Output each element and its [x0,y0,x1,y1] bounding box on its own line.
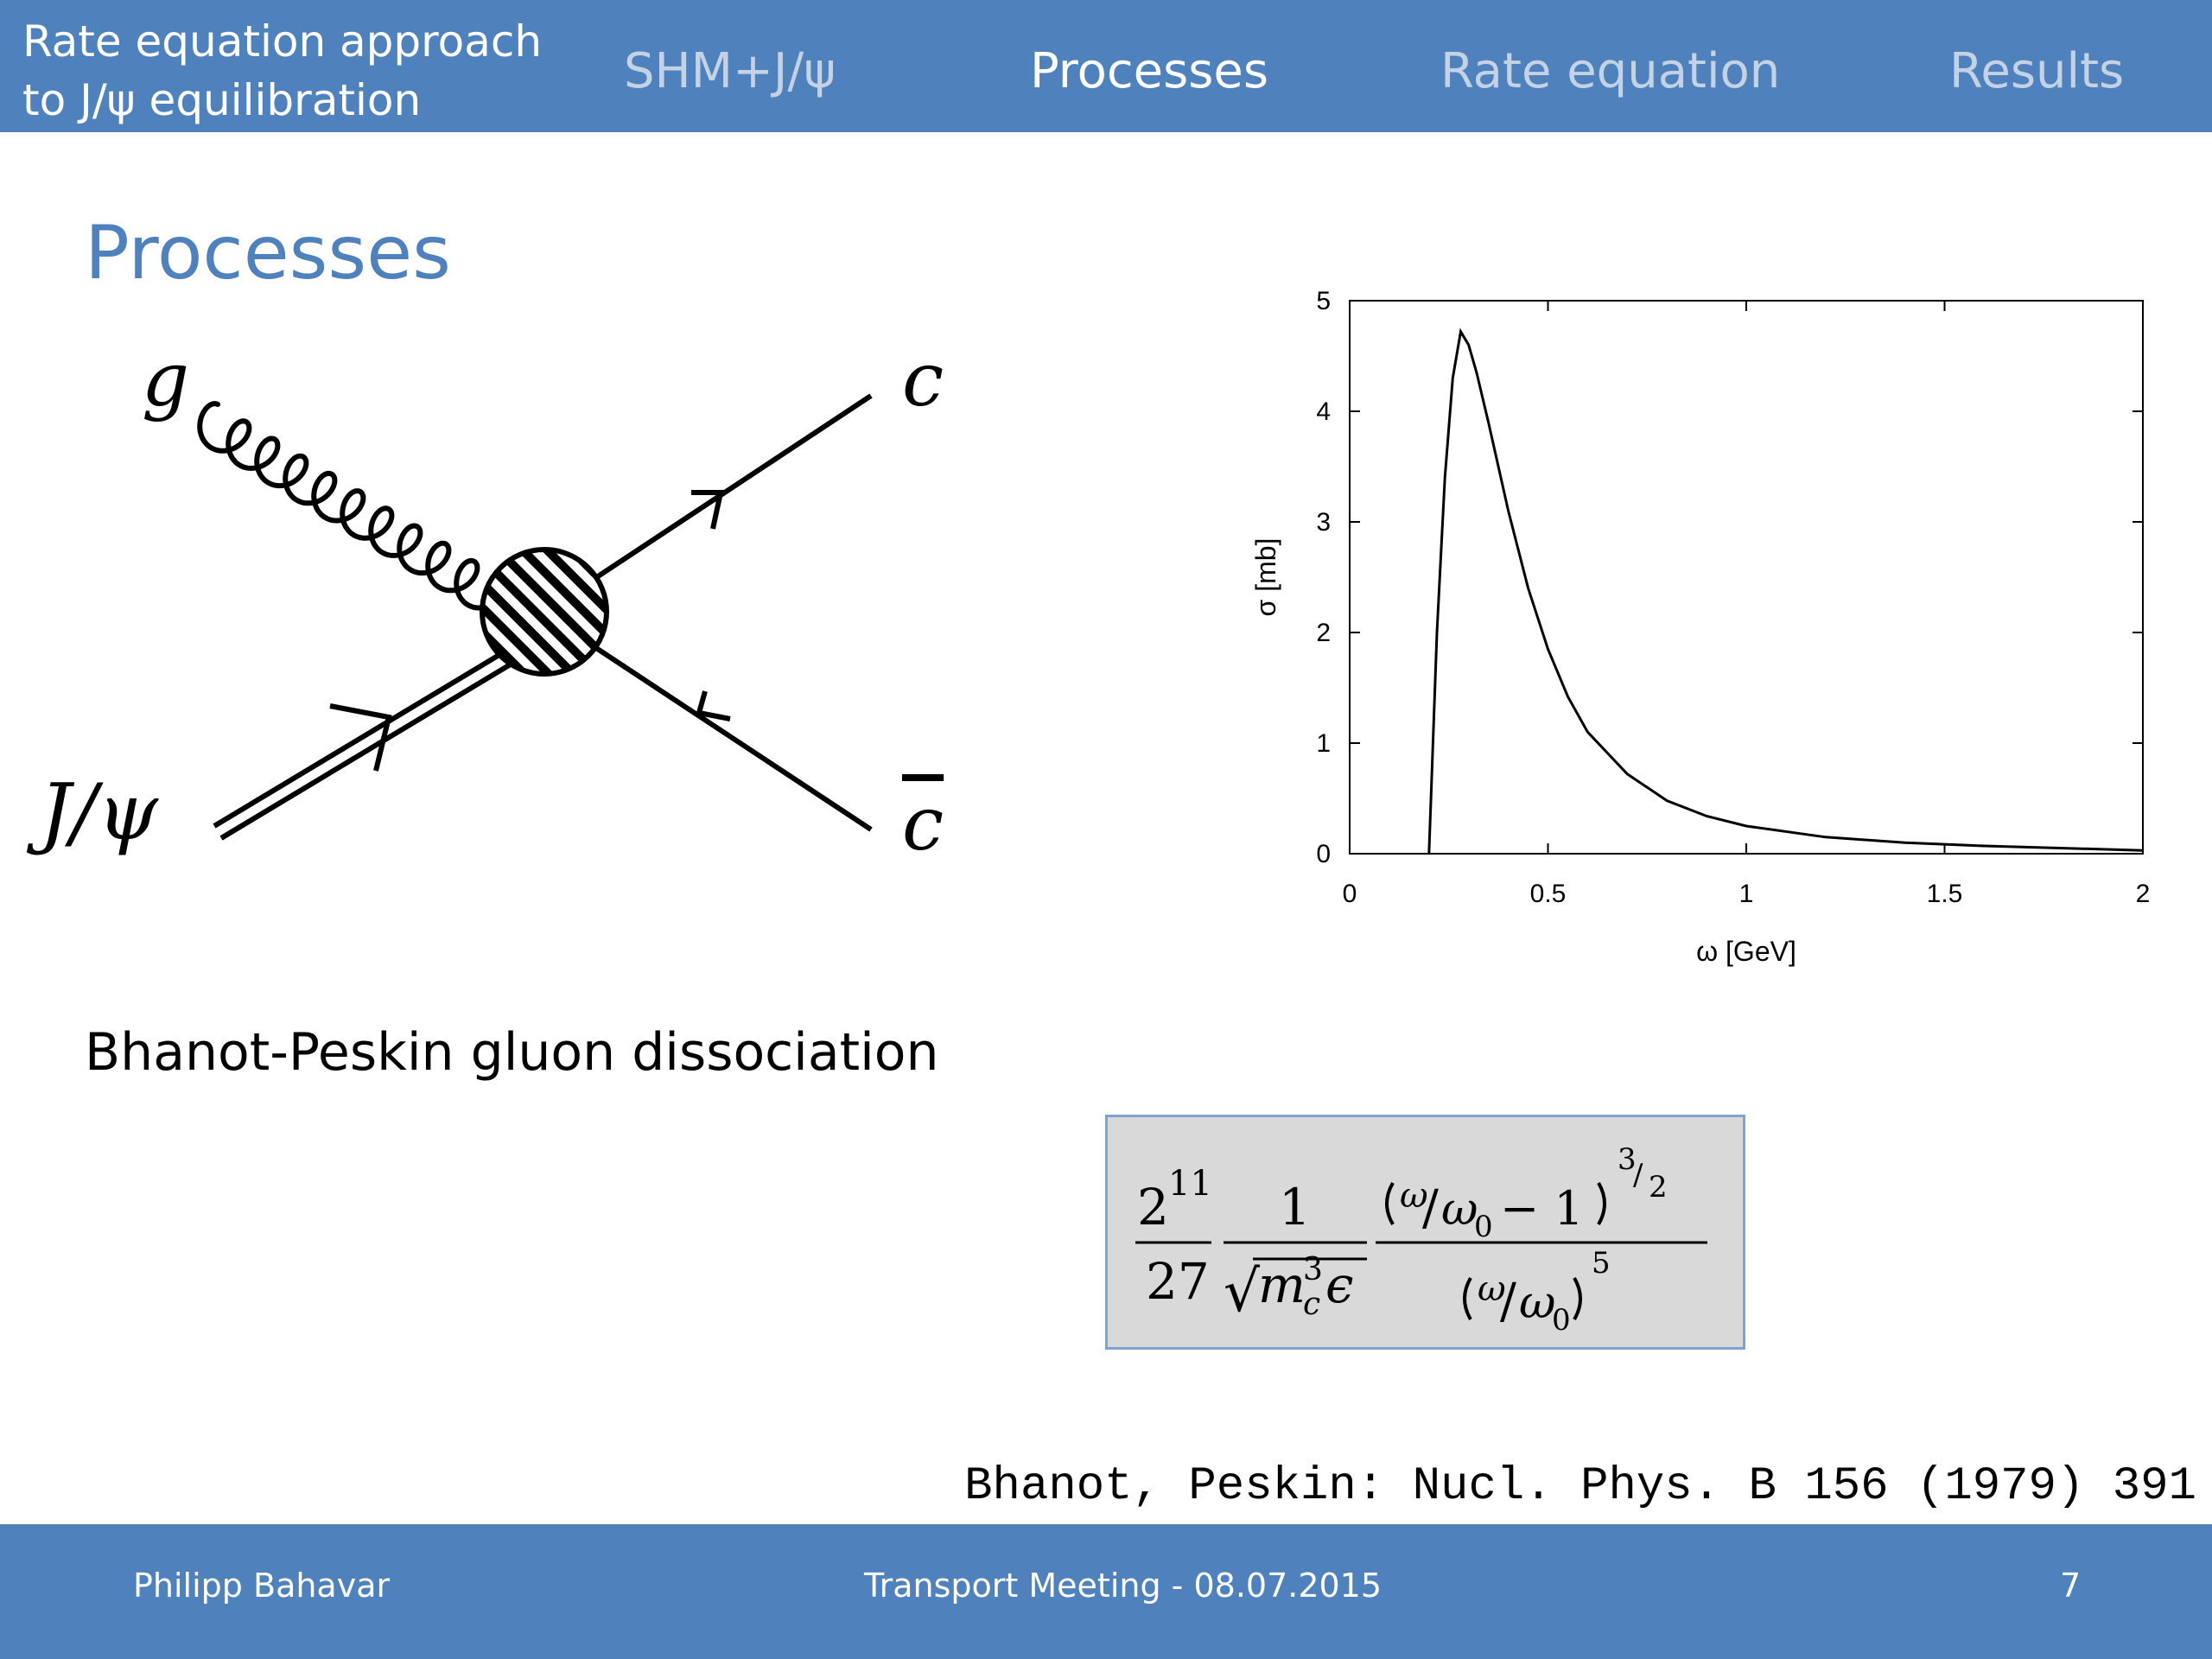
plot-axes: 0 0.5 1 1.5 2 0 1 2 3 4 5 ω [GeV] σ [mb] [1250,287,2150,967]
formula-omega0-sub-1: 0 [1474,1210,1493,1244]
deck-title-line-1: Rate equation approach [22,16,543,67]
formula-exp-den: 2 [1649,1170,1668,1205]
x-axis-label: ω [GeV] [1696,936,1796,967]
formula-exp-num: 3 [1618,1142,1637,1177]
formula-box: 2 11 27 1 √ m 3 c ϵ ω / ω 0 − 1 3 / 2 ω … [1105,1115,1745,1350]
formula-coef-den: 27 [1146,1252,1210,1311]
x-tick-label: 0 [1343,880,1357,908]
label-c: c [902,337,944,423]
footer-event: Transport Meeting - 08.07.2015 [864,1567,1382,1605]
jpsi-arrow-icon [329,703,392,772]
y-tick-label: 3 [1316,508,1331,537]
label-jpsi: J/ψ [40,767,158,858]
footer-page-number[interactable]: 7 [2060,1567,2082,1605]
y-tick-label: 4 [1316,397,1331,426]
process-caption: Bhanot-Peskin gluon dissociation [85,1022,939,1083]
formula-coef-exp: 11 [1168,1164,1212,1204]
x-tick-label: 1 [1739,880,1754,908]
formula-exp-slash: / [1633,1158,1643,1192]
label-g: g [142,337,190,423]
reference-citation: Bhanot, Peskin: Nucl. Phys. B 156 (1979)… [964,1460,2196,1513]
nav-item-processes[interactable]: Processes [1030,43,1269,99]
slide-title: Processes [85,210,451,296]
formula-omega0-2: ω [1519,1277,1555,1329]
feynman-diagram-svg [197,393,873,841]
feynman-diagram: g c c J/ψ [26,328,959,890]
formula-svg: 2 11 27 1 √ m 3 c ϵ ω / ω 0 − 1 3 / 2 ω … [1135,1142,1707,1338]
nav-item-results[interactable]: Results [1949,43,2125,99]
charm-arrow-icon [691,490,724,530]
label-cbar: c [902,781,944,868]
nav-item-rate-equation[interactable]: Rate equation [1440,43,1781,99]
jpsi-line-upper [213,638,525,829]
formula-omega0-sub-2: 0 [1552,1303,1571,1338]
formula-mass: m [1258,1255,1306,1314]
formula-slash-2: / [1500,1274,1516,1330]
x-tick-label: 1.5 [1927,880,1963,908]
x-tick-label: 0.5 [1530,880,1567,908]
formula-omega-2: ω [1478,1269,1506,1309]
y-tick-label: 2 [1316,619,1331,647]
formula-one: 1 [1279,1178,1311,1236]
deck-title-line-2: to J/ψ equilibration [22,75,422,125]
formula-paren-close-2 [1573,1276,1582,1321]
formula-slash-1: / [1422,1180,1439,1236]
jpsi-line-lower [219,650,532,841]
sigma-curve [1427,327,2144,855]
charm-line [586,393,873,586]
y-tick-label: 0 [1316,840,1331,868]
formula-mass-exp: 3 [1303,1252,1323,1287]
y-tick-label: 1 [1316,729,1331,758]
y-tick-label: 5 [1316,287,1331,315]
formula-epsilon: ϵ [1325,1255,1353,1314]
formula-sqrt-sign: √ [1224,1258,1261,1325]
anticharm-arrow-icon [696,690,731,721]
y-axis-label: σ [mb] [1250,538,1281,617]
x-tick-label: 2 [2136,880,2151,908]
formula-omega-1: ω [1400,1176,1428,1216]
formula-mass-sub: c [1303,1287,1320,1322]
header-bar [0,0,2212,132]
formula-paren-open-2 [1463,1276,1472,1321]
nav-item-shm[interactable]: SHM+J/ψ [624,43,836,99]
footer-bar [0,1524,2212,1659]
formula-minus-one: − 1 [1500,1181,1584,1236]
formula-coef-base: 2 [1137,1178,1169,1236]
footer-author: Philipp Bahavar [133,1567,391,1605]
formula-den-exp: 5 [1592,1246,1611,1281]
plot-svg: 0 0.5 1 1.5 2 0 1 2 3 4 5 ω [GeV] σ [mb] [1250,287,2150,967]
formula-paren-open-1 [1385,1181,1395,1226]
anticharm-line [594,645,873,832]
formula-paren-close-1 [1597,1181,1606,1226]
plot-frame [1349,300,2144,855]
deck-title[interactable]: Rate equation approach to J/ψ equilibrat… [22,12,558,130]
cross-section-plot: 0 0.5 1 1.5 2 0 1 2 3 4 5 ω [GeV] σ [mb] [1244,276,2160,988]
gluon-line [197,401,509,611]
hatched-vertex-blob-icon [480,547,609,677]
formula-omega0-1: ω [1441,1184,1478,1236]
